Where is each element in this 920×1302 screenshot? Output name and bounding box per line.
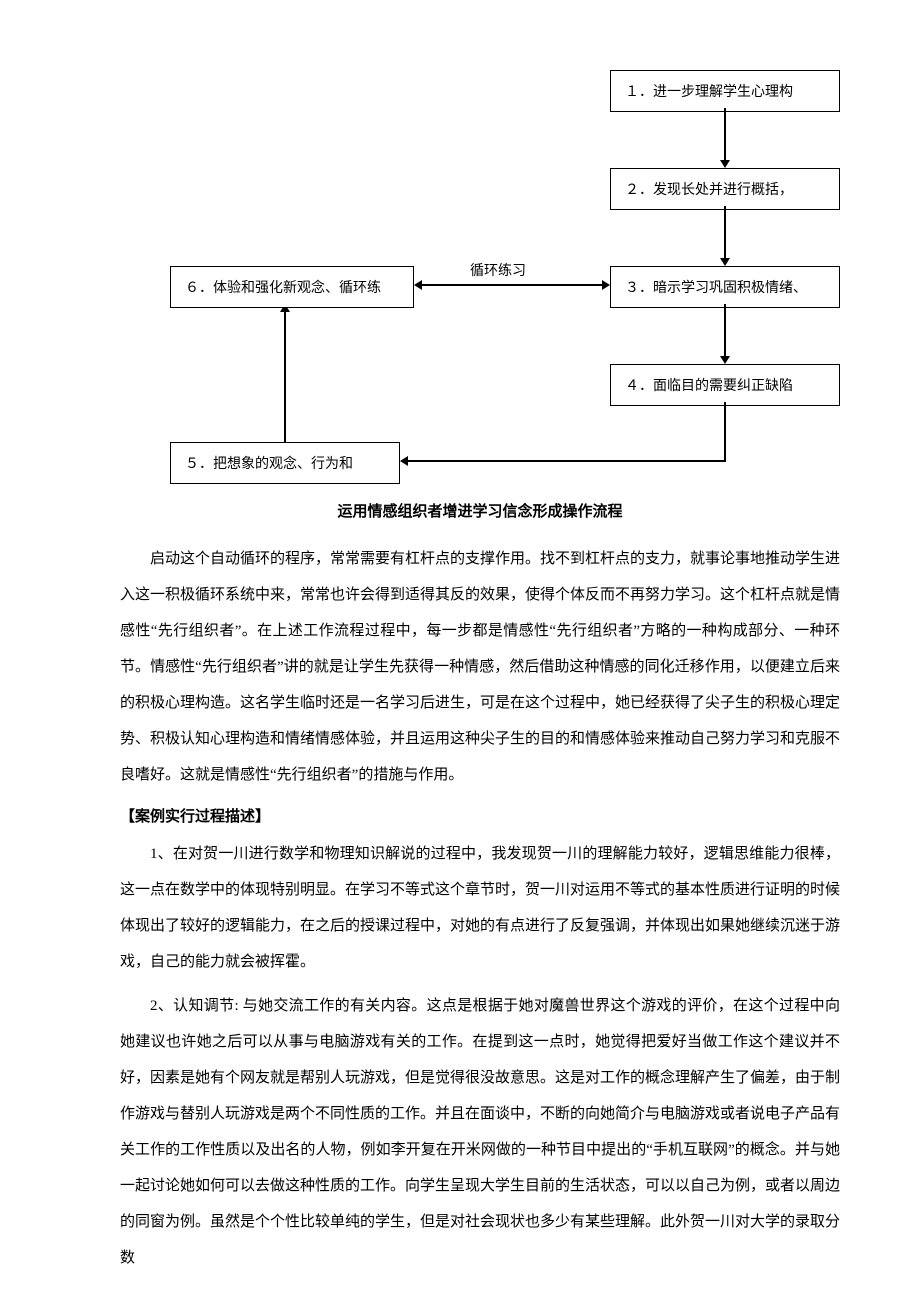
flow-arrow [724, 402, 726, 461]
flow-node-5: ５．把想象的观念、行为和 [170, 442, 400, 484]
flow-node-4: ４．面临目的需要纠正缺陷 [610, 364, 840, 406]
flow-arrow [724, 206, 726, 258]
arrow-head-icon [400, 456, 408, 466]
paragraph-1: 启动这个自动循环的程序，常常需要有杠杆点的支撑作用。找不到杠杆点的支力，就事论事… [120, 541, 840, 793]
arrow-head-icon [602, 280, 610, 290]
section-header: 【案例实行过程描述】 [120, 805, 840, 826]
flowchart-title: 运用情感组织者增进学习信念形成操作流程 [120, 500, 840, 521]
flowchart-container: １．进一步理解学生心理构 ２．发现长处并进行概括， ３．暗示学习巩固积极情绪、 … [120, 70, 840, 480]
paragraph-3: 2、认知调节: 与她交流工作的有关内容。这点是根据于她对魔兽世界这个游戏的评价，… [120, 988, 840, 1276]
flow-arrow [408, 460, 726, 462]
flow-arrow [284, 312, 286, 442]
flow-arrow [724, 108, 726, 160]
paragraph-2: 1、在对贺一川进行数学和物理知识解说的过程中，我发现贺一川的理解能力较好，逻辑思… [120, 836, 840, 980]
flow-arrow [724, 304, 726, 356]
flow-node-1: １．进一步理解学生心理构 [610, 70, 840, 112]
flow-node-3: ３．暗示学习巩固积极情绪、 [610, 266, 840, 308]
flow-edge-label: 循环练习 [470, 260, 526, 280]
arrow-head-icon [720, 356, 730, 364]
flow-node-6: ６．体验和强化新观念、循环练 [170, 266, 414, 308]
flow-node-2: ２．发现长处并进行概括， [610, 168, 840, 210]
arrow-head-icon [414, 280, 422, 290]
flow-arrow [422, 284, 602, 286]
arrow-head-icon [720, 160, 730, 168]
arrow-head-icon [720, 258, 730, 266]
